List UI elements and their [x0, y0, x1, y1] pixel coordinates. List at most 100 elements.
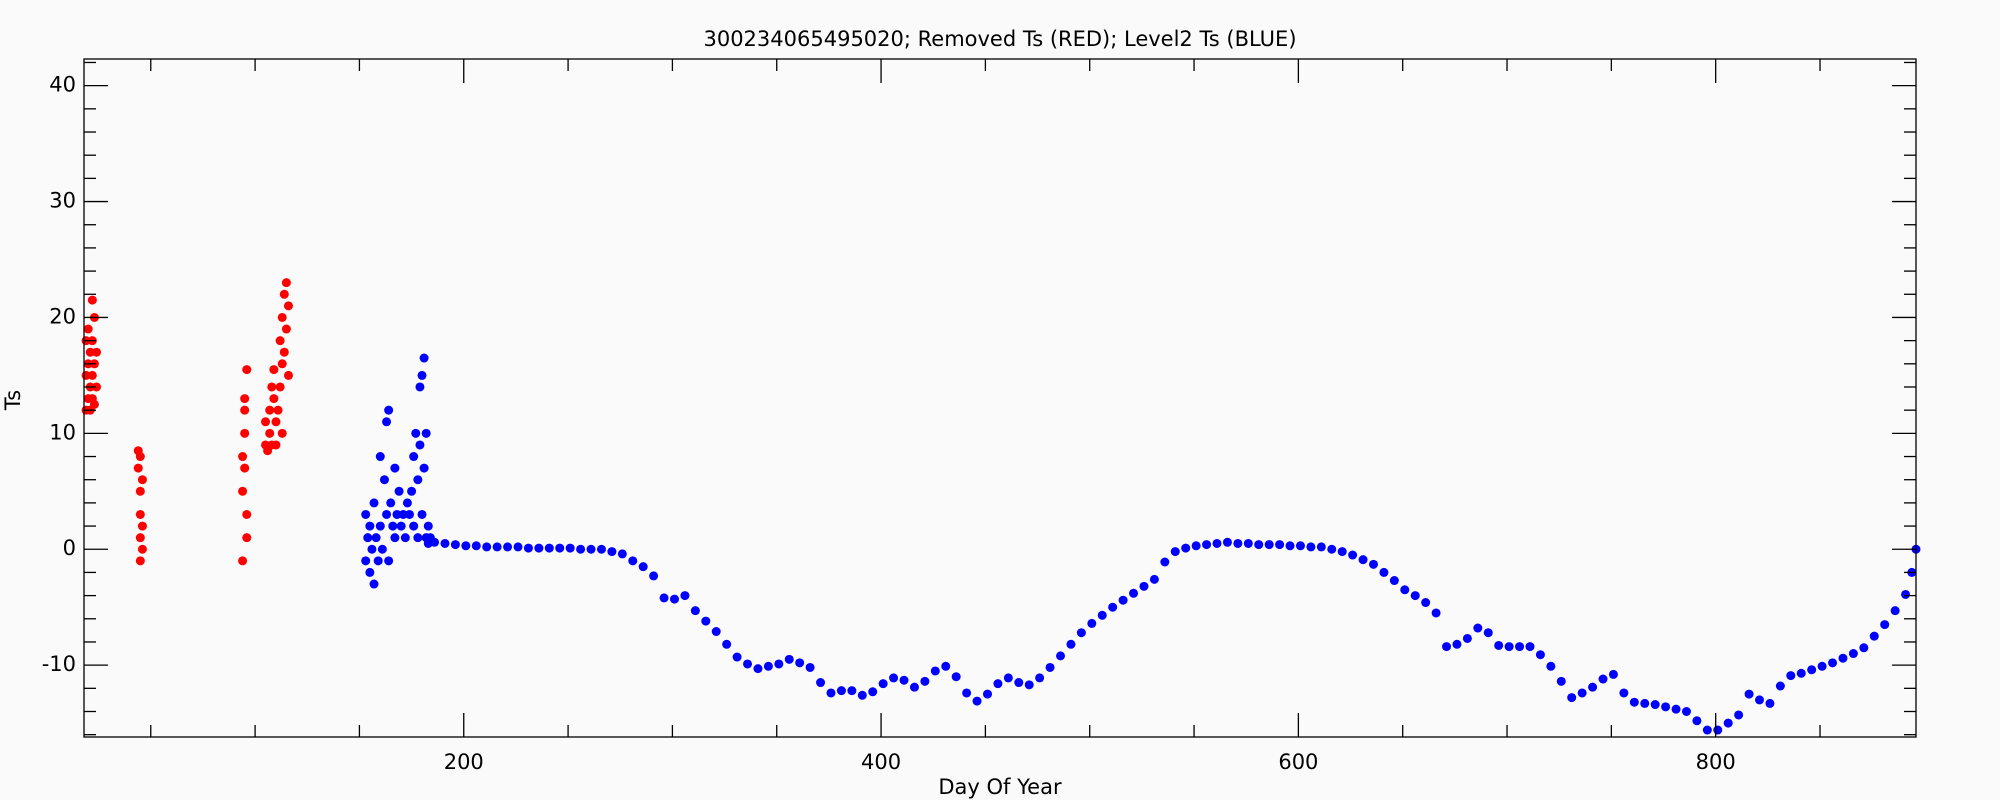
data-point [753, 664, 763, 674]
data-point [135, 486, 145, 496]
data-point [384, 556, 394, 566]
data-point [1807, 665, 1817, 675]
data-point [277, 312, 287, 322]
data-point [1650, 700, 1660, 710]
data-point [1869, 631, 1879, 641]
data-point [388, 521, 398, 531]
data-point [265, 405, 275, 415]
data-point [1546, 661, 1556, 671]
data-point [878, 679, 888, 689]
data-point [361, 556, 371, 566]
data-point [365, 521, 375, 531]
data-point [87, 370, 97, 380]
data-point [386, 498, 396, 508]
data-point [430, 537, 440, 547]
data-point [415, 440, 425, 450]
data-point [920, 676, 930, 686]
data-point [1692, 716, 1702, 726]
data-point [413, 533, 423, 543]
data-point [271, 440, 281, 450]
data-point [868, 687, 878, 697]
data-point [373, 556, 383, 566]
data-point [133, 463, 143, 473]
data-point [415, 382, 425, 392]
data-point [1003, 673, 1013, 683]
data-point [1556, 676, 1566, 686]
data-point [409, 452, 419, 462]
data-point [523, 543, 533, 553]
data-point [238, 452, 248, 462]
y-tick-label: -10 [42, 652, 76, 676]
data-point [1515, 642, 1525, 652]
data-point [271, 417, 281, 427]
data-point [1629, 697, 1639, 707]
data-point [363, 533, 373, 543]
data-point [1337, 547, 1347, 557]
data-point [1640, 698, 1650, 708]
data-point [889, 673, 899, 683]
data-point [1598, 674, 1608, 684]
data-point [638, 562, 648, 572]
data-point [240, 394, 250, 404]
data-point [972, 696, 982, 706]
data-point [277, 359, 287, 369]
data-point [1431, 608, 1441, 618]
data-point [492, 542, 502, 552]
data-point [1755, 695, 1765, 705]
data-point [1765, 698, 1775, 708]
data-point [417, 370, 427, 380]
data-point [1170, 547, 1180, 557]
data-point [471, 541, 481, 551]
data-point [513, 542, 523, 552]
data-point [261, 417, 271, 427]
data-point [390, 463, 400, 473]
data-point [763, 661, 773, 671]
data-point [1056, 651, 1066, 661]
x-tick-label: 400 [861, 750, 901, 774]
data-point [1316, 542, 1326, 552]
data-point [899, 675, 909, 685]
data-point [1191, 541, 1201, 551]
plot-frame [83, 58, 1917, 738]
data-point [273, 405, 283, 415]
data-point [805, 662, 815, 672]
data-point [1358, 555, 1368, 565]
data-point [269, 365, 279, 375]
data-point [482, 542, 492, 552]
data-point [1901, 589, 1911, 599]
data-point [962, 688, 972, 698]
data-point [461, 541, 471, 551]
data-point [1410, 591, 1420, 601]
data-point [544, 543, 554, 553]
data-point [135, 509, 145, 519]
data-point [1713, 725, 1723, 735]
data-point [1452, 639, 1462, 649]
data-point [1327, 544, 1337, 554]
data-point [413, 475, 423, 485]
y-tick-label: 0 [63, 536, 76, 560]
data-point [1285, 541, 1295, 551]
data-point [398, 509, 408, 519]
data-point [83, 324, 93, 334]
data-point [423, 521, 433, 531]
data-point [1035, 673, 1045, 683]
data-point [722, 639, 732, 649]
data-point [396, 521, 406, 531]
data-point [1348, 550, 1358, 560]
data-point [269, 394, 279, 404]
y-tick-label: 40 [49, 73, 76, 97]
data-point [1786, 671, 1796, 681]
data-point [419, 353, 429, 363]
data-point [377, 544, 387, 554]
data-point [1775, 681, 1785, 691]
data-point [369, 579, 379, 589]
data-point [1588, 682, 1598, 692]
data-point [1567, 693, 1577, 703]
data-point [1817, 661, 1827, 671]
data-point [1024, 680, 1034, 690]
data-point [857, 690, 867, 700]
y-tick-label: 10 [49, 420, 76, 444]
data-point [279, 289, 289, 299]
data-point [826, 688, 836, 698]
